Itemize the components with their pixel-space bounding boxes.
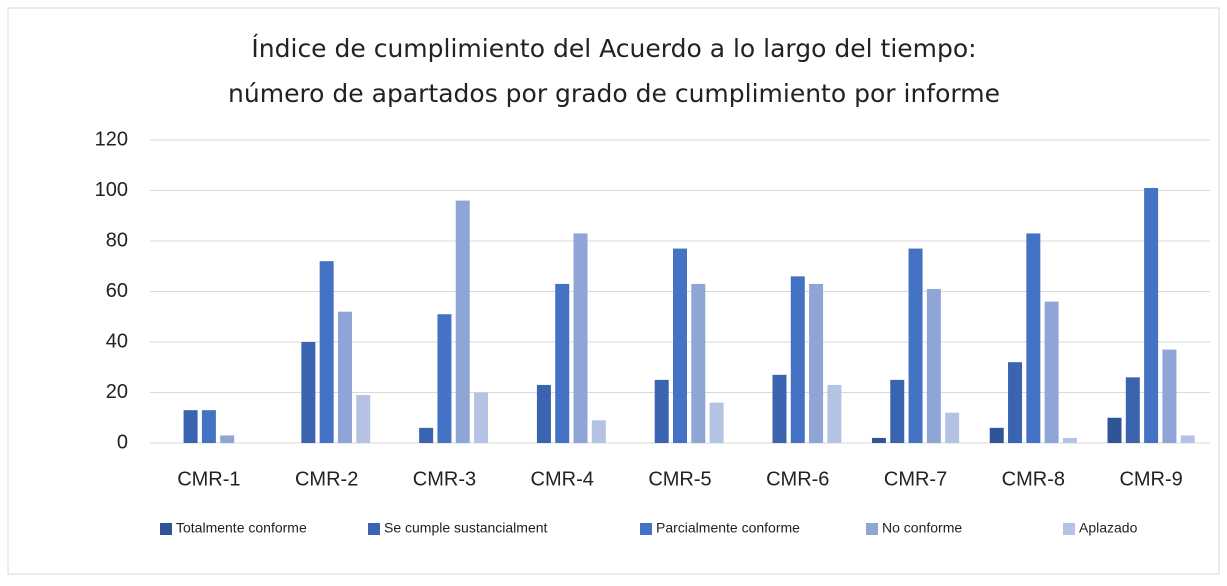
legend-swatch [368,523,380,535]
legend-label: Aplazado [1079,520,1138,536]
bar [1107,417,1122,443]
bar [1062,437,1077,443]
x-tick-label: CMR-9 [1119,468,1182,490]
bar [908,248,923,443]
legend-label: Se cumple sustancialment [384,520,548,536]
y-tick-label: 40 [106,330,128,352]
x-tick-label: CMR-4 [531,468,594,490]
chart-title: Índice de cumplimiento del Acuerdo a lo … [251,34,976,63]
bar [474,392,489,443]
bar [220,435,235,443]
bar [419,427,434,443]
bar [1044,301,1059,443]
bar [536,384,551,443]
bar [1180,435,1195,443]
bar [790,276,805,443]
legend-swatch [866,523,878,535]
bar [1125,377,1140,443]
legend-label: No conforme [882,520,962,536]
bar [591,420,606,443]
bar [945,412,960,443]
bar [356,395,371,443]
bar [555,283,570,443]
legend-swatch [640,523,652,535]
bar [709,402,724,443]
x-tick-label: CMR-1 [177,468,240,490]
bar [437,314,452,443]
bar [926,288,941,443]
chart-title: número de apartados por grado de cumplim… [228,79,1000,108]
bar [871,437,886,443]
y-tick-label: 20 [106,381,128,403]
x-tick-label: CMR-2 [295,468,358,490]
legend-label: Parcialmente conforme [656,520,800,536]
bar [989,427,1004,443]
bar [827,384,842,443]
y-tick-label: 120 [95,128,128,150]
x-tick-label: CMR-3 [413,468,476,490]
bar [201,410,216,443]
bar [1144,187,1159,443]
bar [809,283,824,443]
bar [573,233,588,443]
bar [1026,233,1041,443]
y-tick-label: 60 [106,280,128,302]
x-tick-label: CMR-6 [766,468,829,490]
x-tick-label: CMR-8 [1002,468,1065,490]
bar [654,379,669,443]
x-tick-label: CMR-5 [648,468,711,490]
bar [183,410,198,443]
legend-swatch [160,523,172,535]
legend-swatch [1063,523,1075,535]
bar [691,283,706,443]
bar [1162,349,1177,443]
bar [319,261,334,443]
y-tick-label: 80 [106,229,128,251]
x-tick-label: CMR-7 [884,468,947,490]
bar [301,342,316,443]
y-tick-label: 0 [117,431,128,453]
bar [337,311,352,443]
legend-label: Totalmente conforme [176,520,307,536]
y-tick-label: 100 [95,179,128,201]
bar [673,248,687,443]
bar [772,374,787,443]
bar [455,200,470,443]
bar [890,379,905,443]
bar [1008,362,1023,443]
